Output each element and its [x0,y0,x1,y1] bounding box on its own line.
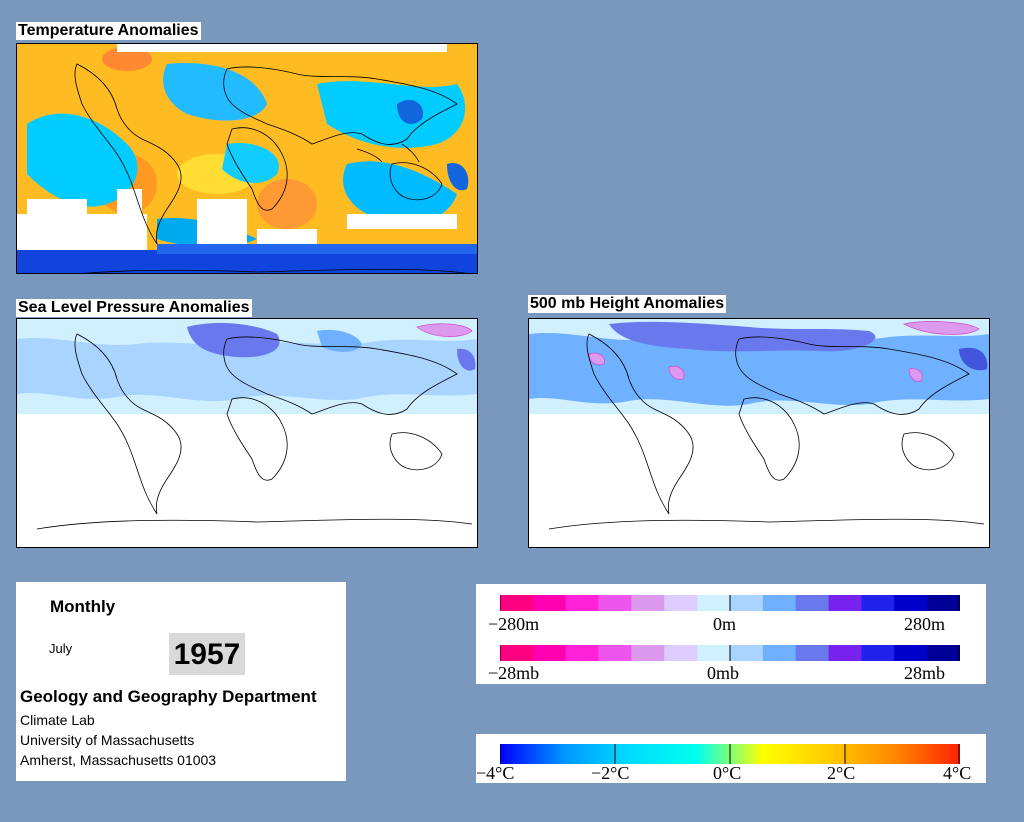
height-label-max: 280m [904,614,946,634]
pressure-swatch-12 [894,645,928,661]
height-swatch-12 [894,595,928,611]
height-swatch-7 [730,595,764,611]
year-label: 1957 [169,633,245,675]
slp-anomaly-map [16,318,478,548]
height-swatch-13 [927,595,960,611]
height-swatch-9 [795,595,830,611]
height-swatch-4 [631,595,665,611]
pressure-swatch-3 [598,645,632,661]
temperature-legend: −4°C −2°C 0°C 2°C 4°C [476,734,986,783]
height-swatch-0 [500,595,534,611]
temp-label-4: 4°C [943,763,972,783]
lab-label: Climate Lab [20,712,95,728]
pressure-swatch-10 [828,645,862,661]
temperature-colorbar [500,744,960,764]
pressure-swatch-8 [762,645,797,661]
height-label-min: −280m [488,614,540,634]
pressure-swatch-13 [927,645,960,661]
pressure-colorbar [500,645,960,661]
height-swatch-10 [828,595,862,611]
pressure-label-min: −28mb [488,663,540,683]
height500-panel-title: 500 mb Height Anomalies [528,295,727,313]
slp-panel-title: Sea Level Pressure Anomalies [16,299,252,317]
department-label: Geology and Geography Department [20,687,317,706]
temp-label-0: 0°C [713,763,742,783]
height500-map-svg [529,319,989,547]
pressure-swatch-7 [730,645,764,661]
height-swatch-3 [598,595,632,611]
height-swatch-5 [664,595,698,611]
pressure-swatch-6 [697,645,731,661]
info-box: Monthly July 1957 Geology and Geography … [16,582,346,781]
temp-label-neg4: −4°C [476,763,515,783]
pressure-swatch-0 [500,645,534,661]
pressure-swatch-11 [861,645,895,661]
temperature-panel-title: Temperature Anomalies [16,22,201,40]
pressure-swatch-5 [664,645,698,661]
temperature-anomaly-map [16,43,478,274]
height-pressure-legend: −280m 0m 280m −28mb 0mb 28mb [476,584,986,684]
height-swatch-6 [697,595,731,611]
month-label: July [49,641,73,656]
height-swatch-2 [565,595,600,611]
height-colorbar [500,595,960,611]
height-label-zero: 0m [713,614,737,634]
temperature-map-svg [17,44,477,273]
frequency-label: Monthly [50,597,116,616]
height500-anomaly-map [528,318,990,548]
pressure-swatch-4 [631,645,665,661]
temp-label-2: 2°C [827,763,856,783]
height-swatch-8 [762,595,797,611]
pressure-swatch-1 [532,645,567,661]
height-swatch-1 [532,595,567,611]
pressure-label-max: 28mb [904,663,946,683]
pressure-swatch-2 [565,645,600,661]
height-swatch-11 [861,595,895,611]
slp-map-svg [17,319,477,547]
pressure-swatch-9 [795,645,830,661]
university-label: University of Massachusetts [20,732,195,748]
temp-label-neg2: −2°C [591,763,630,783]
address-label: Amherst, Massachusetts 01003 [20,752,217,768]
pressure-label-zero: 0mb [707,663,740,683]
